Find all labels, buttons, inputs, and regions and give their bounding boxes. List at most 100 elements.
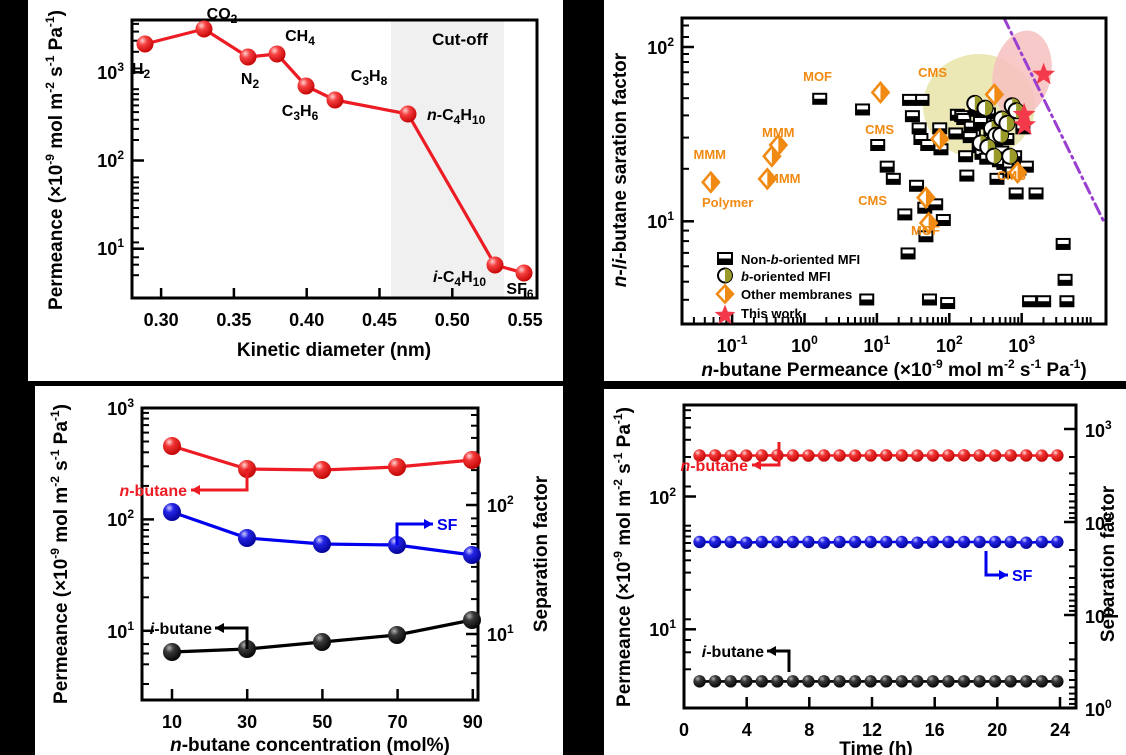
svg-text:0.30: 0.30 xyxy=(144,310,179,330)
i-butane-callout xyxy=(215,623,249,649)
marker-ibutane xyxy=(942,675,955,688)
marker-other-membrane xyxy=(701,170,721,194)
marker-non-b-oriented-mfi xyxy=(959,169,975,182)
svg-text:0.55: 0.55 xyxy=(508,310,543,330)
panel-a: 101 102 103 0.30 0.35 0.40 0.45 0.50 0.5… xyxy=(28,0,563,381)
svg-text:CO2: CO2 xyxy=(207,6,238,26)
y-axis-left-minor-ticks xyxy=(684,409,691,671)
marker-non-b-oriented-mfi xyxy=(940,297,956,310)
legend-label-other-membranes: Other membranes xyxy=(741,287,852,302)
marker-non-b-oriented-mfi xyxy=(902,93,918,106)
svg-text:MMM: MMM xyxy=(768,171,801,186)
svg-text:102: 102 xyxy=(487,493,514,516)
y-axis-label-left: Permeance (×10-9 mol m-2 s-1 Pa-1) xyxy=(611,407,635,707)
svg-text:70: 70 xyxy=(388,712,408,732)
marker-non-b-oriented-mfi xyxy=(859,293,875,306)
y-tick-labels-right: 102 101 xyxy=(487,493,514,645)
marker-sf xyxy=(708,535,722,549)
legend: Non-b-oriented MFI b-oriented MFI Other … xyxy=(714,252,860,324)
svg-text:50: 50 xyxy=(312,712,332,732)
marker-ibutane xyxy=(973,675,986,688)
plot-frame xyxy=(680,16,1108,326)
svg-text:CMS: CMS xyxy=(858,193,887,208)
svg-text:24: 24 xyxy=(1050,720,1070,740)
marker-b-oriented-mfi xyxy=(998,115,1016,133)
marker-nbutane xyxy=(848,449,862,462)
d-series-group xyxy=(693,449,1064,688)
series-non-b-oriented-mfi xyxy=(701,62,1075,310)
marker-non-b-oriented-mfi xyxy=(904,110,920,123)
panel-d-svg: 102 101 103 102 101 100 0 4 8 12 16 20 2… xyxy=(611,403,1119,755)
svg-text:101: 101 xyxy=(487,622,514,645)
panel-c-svg: 103 102 101 102 101 10 30 50 70 90 n-but… xyxy=(48,396,552,755)
marker-nbutane xyxy=(771,449,784,462)
marker-other-membrane xyxy=(929,127,950,151)
y-axis-left-minor-ticks xyxy=(142,411,149,685)
svg-text:0: 0 xyxy=(679,720,689,740)
marker-nbutane xyxy=(817,449,831,462)
svg-text:Polymer: Polymer xyxy=(702,195,753,210)
marker-non-b-oriented-mfi xyxy=(879,160,895,173)
marker-sf xyxy=(771,535,784,549)
cut-off-band xyxy=(391,20,504,298)
marker-ibutane xyxy=(693,675,706,688)
y-tick-labels-left: 103 102 101 xyxy=(107,396,134,642)
i-butane-callout xyxy=(767,646,791,672)
legend-marker-b-oriented xyxy=(717,267,733,284)
marker-ibutane xyxy=(1035,675,1048,688)
x-axis-minor-ticks xyxy=(692,317,1092,324)
sf-label: SF xyxy=(1012,568,1033,585)
marker-ibutane xyxy=(864,675,877,688)
marker-ibutane xyxy=(926,675,940,688)
panel-c: 103 102 101 102 101 10 30 50 70 90 n-but… xyxy=(35,386,563,755)
i-butane-label: i-butane xyxy=(150,621,212,638)
marker-non-b-oriented-mfi xyxy=(1022,295,1038,308)
cut-off-label: Cut-off xyxy=(432,30,488,49)
svg-text:C3H8: C3H8 xyxy=(351,68,388,88)
marker-sf xyxy=(942,535,955,549)
marker-non-b-oriented-mfi xyxy=(956,113,972,126)
marker-other-membrane xyxy=(984,82,1005,106)
data-markers xyxy=(136,20,533,282)
marker-ibutane xyxy=(817,675,831,688)
y-axis-right-minor-ticks xyxy=(1069,456,1076,705)
svg-text:CMS: CMS xyxy=(865,122,894,137)
n-butane-callout xyxy=(191,469,249,495)
n-butane-label: n-butane xyxy=(119,483,187,500)
marker-nbutane xyxy=(880,449,893,462)
svg-text:100: 100 xyxy=(1085,697,1112,720)
svg-text:102: 102 xyxy=(97,148,124,171)
marker-nbutane xyxy=(740,449,753,462)
y-axis-label-right: Separation factor xyxy=(531,475,552,632)
marker-nbutane xyxy=(833,449,846,462)
x-axis-ticks xyxy=(682,697,1062,708)
marker-ibutane xyxy=(1051,675,1064,688)
svg-text:0.50: 0.50 xyxy=(435,310,470,330)
marker-this-work xyxy=(1012,102,1036,125)
svg-text:103: 103 xyxy=(107,396,134,419)
marker-non-b-oriented-mfi xyxy=(1036,295,1052,308)
svg-text:CH4: CH4 xyxy=(285,28,315,48)
marker-sf xyxy=(926,535,940,549)
panel-a-svg: 101 102 103 0.30 0.35 0.40 0.45 0.50 0.5… xyxy=(43,6,543,361)
marker-non-b-oriented-mfi xyxy=(897,208,913,221)
marker-ibutane xyxy=(957,675,971,688)
svg-text:101: 101 xyxy=(107,619,134,642)
marker-sf xyxy=(973,535,986,549)
marker-non-b-oriented-mfi xyxy=(1057,273,1073,286)
plot-frame xyxy=(682,403,1078,710)
panel-b: 101 102 10-1 100 101 102 103 n-butane Pe… xyxy=(604,0,1126,381)
svg-text:101: 101 xyxy=(647,209,674,232)
sf-label: SF xyxy=(437,517,458,534)
marker-nbutane xyxy=(1051,449,1064,462)
y-axis-left-ticks xyxy=(684,495,696,631)
marker-ibutane xyxy=(895,675,908,688)
marker-other-membrane xyxy=(768,133,789,157)
sf-markers xyxy=(163,503,481,564)
marker-nbutane xyxy=(864,449,877,462)
svg-text:102: 102 xyxy=(936,333,963,356)
marker-b-oriented-mfi xyxy=(985,147,1003,165)
marker-ibutane xyxy=(724,675,737,688)
marker-non-b-oriented-mfi xyxy=(958,150,974,163)
